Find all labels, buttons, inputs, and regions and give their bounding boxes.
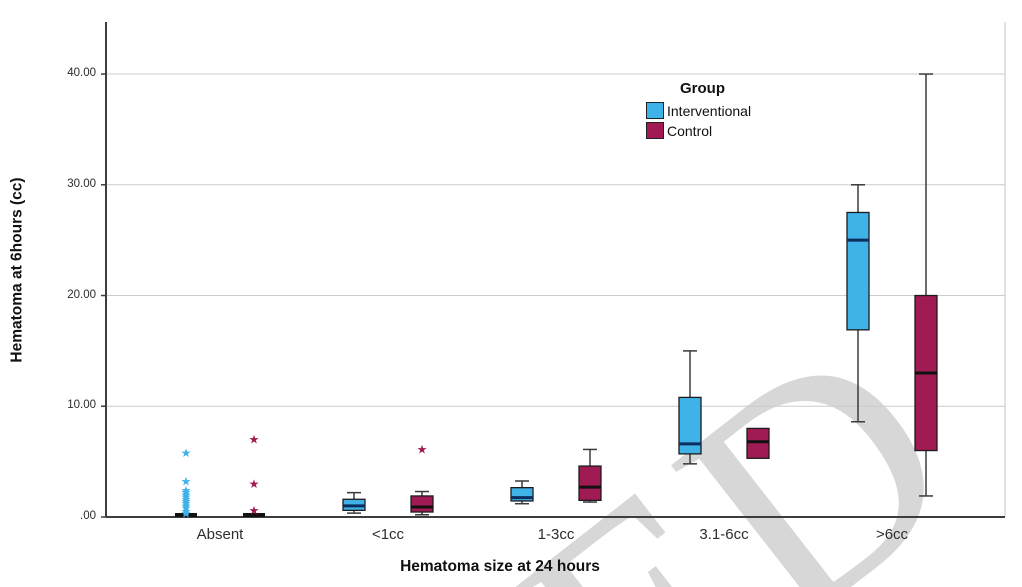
box-control-3.1-6cc	[746, 427, 770, 459]
legend-title: Group	[680, 80, 725, 97]
outlier-star-interventional-Absent: ★	[181, 475, 192, 489]
x-category-label: >6cc	[875, 526, 909, 543]
x-category-label: <1cc	[371, 526, 405, 543]
outlier-star-interventional-Absent: ★	[181, 490, 192, 504]
outlier-star-interventional-Absent: ★	[181, 488, 192, 502]
x-axis-title: Hematoma size at 24 hours	[400, 558, 600, 575]
box-interventional->6cc	[846, 211, 870, 331]
y-axis-title: Hematoma at 6hours (cc)	[9, 176, 27, 363]
outlier-star-interventional-Absent: ★	[181, 504, 192, 518]
outlier-star-control-<1cc: ★	[417, 442, 428, 456]
x-category-label: 1-3cc	[537, 526, 575, 543]
legend-label-control: Control	[667, 122, 713, 139]
outlier-star-interventional-Absent: ★	[181, 494, 192, 508]
outlier-star-interventional-Absent: ★	[181, 486, 192, 500]
collapsed-box-interventional-Absent	[175, 513, 197, 517]
y-tick-label: 30.00	[67, 177, 96, 190]
box-control-1-3cc	[578, 465, 602, 502]
legend-item-control: Control	[646, 122, 751, 139]
legend: Group Interventional Control	[646, 80, 751, 142]
outlier-star-control-Absent: ★	[249, 503, 260, 517]
outlier-star-interventional-Absent: ★	[181, 492, 192, 506]
y-tick-label: .00	[80, 510, 96, 522]
outlier-star-control-Absent: ★	[249, 432, 260, 446]
y-tick-label: 40.00	[67, 67, 96, 80]
y-tick-label: 20.00	[67, 288, 96, 301]
outlier-star-control-Absent: ★	[249, 477, 260, 491]
x-category-label: Absent	[196, 526, 244, 543]
outlier-star-interventional-Absent: ★	[181, 501, 192, 515]
outlier-star-interventional-Absent: ★	[181, 497, 192, 511]
outlier-star-interventional-Absent: ★	[181, 499, 192, 513]
interventional-swatch-icon	[646, 102, 664, 119]
control-swatch-icon	[646, 122, 664, 139]
x-category-label: 3.1-6cc	[699, 526, 749, 543]
outlier-star-interventional-Absent: ★	[181, 446, 192, 460]
box-interventional-3.1-6cc	[678, 396, 702, 455]
outlier-star-interventional-Absent: ★	[181, 483, 192, 497]
outlier-star-interventional-Absent: ★	[181, 507, 192, 521]
box-control-<1cc	[410, 495, 434, 513]
y-tick-label: 10.00	[67, 399, 96, 412]
legend-label-interventional: Interventional	[667, 102, 752, 119]
collapsed-box-control-Absent	[243, 513, 265, 517]
legend-item-interventional: Interventional	[646, 102, 751, 119]
